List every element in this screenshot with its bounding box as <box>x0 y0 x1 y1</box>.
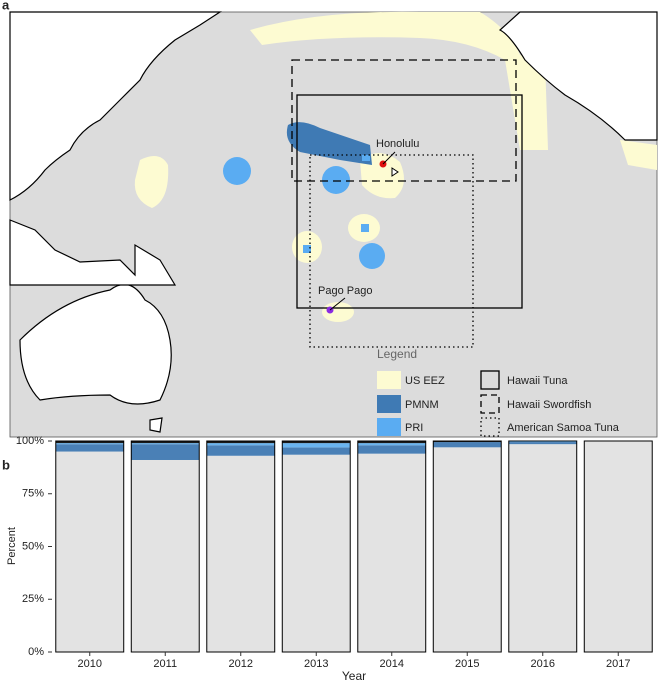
bar-segment <box>55 443 124 445</box>
bar-segment <box>357 453 426 652</box>
bar-segment <box>131 459 200 652</box>
bar-segment <box>206 445 275 456</box>
bar-segment <box>131 441 200 444</box>
bar-segment <box>508 442 577 445</box>
bar-segment <box>357 445 426 454</box>
bar-segment <box>206 443 275 446</box>
bar-segment <box>282 447 351 455</box>
y-tick-label: 75% <box>22 488 44 500</box>
bar-segment <box>282 441 351 444</box>
legend-entry: Hawaii Swordfish <box>507 399 591 411</box>
bar-segment <box>282 454 351 652</box>
bar-segment <box>55 441 124 444</box>
x-tick-label: 2015 <box>455 658 479 670</box>
y-tick-label: 50% <box>22 540 44 552</box>
bar-segment <box>433 441 502 443</box>
bar-segment <box>206 455 275 652</box>
y-tick-label: 100% <box>16 435 44 447</box>
place-label: Honolulu <box>376 138 419 150</box>
bar-segment <box>433 447 502 652</box>
bar-segment <box>433 442 502 448</box>
x-tick-label: 2017 <box>606 658 630 670</box>
legend-entry: American Samoa Tuna <box>507 422 620 434</box>
x-axis-title: Year <box>342 669 366 683</box>
legend-entry: PMNM <box>405 399 439 411</box>
bar-segment <box>55 451 124 652</box>
x-tick-label: 2012 <box>229 658 253 670</box>
y-tick-label: 25% <box>22 593 44 605</box>
y-tick-label: 0% <box>28 646 44 658</box>
panel-label: a <box>2 0 10 12</box>
x-tick-label: 2016 <box>531 658 555 670</box>
place-label: Pago Pago <box>318 285 372 297</box>
bar-segment <box>206 441 275 444</box>
bar-segment <box>55 444 124 452</box>
bar-segment <box>282 443 351 448</box>
bar-segment <box>131 444 200 460</box>
legend-entry: Hawaii Tuna <box>507 375 568 387</box>
bar-segment <box>357 443 426 446</box>
x-tick-label: 2011 <box>153 658 177 670</box>
bar-segment <box>131 443 200 445</box>
x-tick-label: 2010 <box>78 658 102 670</box>
map-legend: Legend US EEZ PMNM PRI Hawaii Tuna Hawai… <box>377 347 620 437</box>
map: Honolulu Pago Pago Legend US EEZ PMNM PR… <box>9 11 658 438</box>
y-axis-title: Percent <box>6 527 18 565</box>
bar-segment <box>357 441 426 444</box>
legend-entry: US EEZ <box>405 375 445 387</box>
bar-segment <box>508 441 577 443</box>
panel-label: b <box>2 457 10 472</box>
legend-entry: PRI <box>405 422 423 434</box>
legend-title: Legend <box>377 347 417 361</box>
bar-segment <box>508 444 577 652</box>
x-tick-label: 2013 <box>304 658 328 670</box>
bar-segment <box>584 441 653 652</box>
x-tick-label: 2014 <box>380 658 404 670</box>
